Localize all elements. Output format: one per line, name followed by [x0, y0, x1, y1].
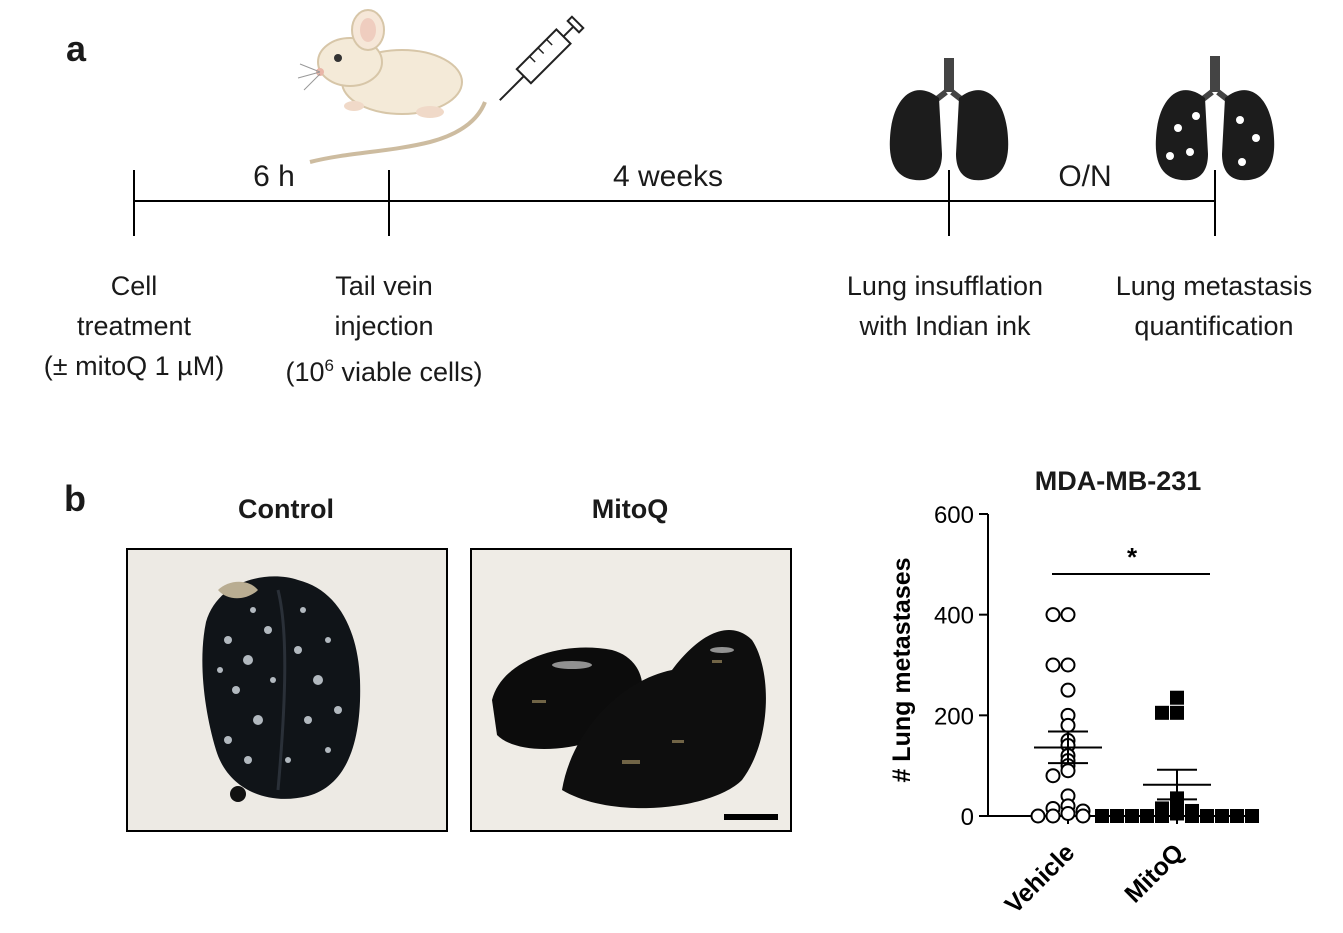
data-point: [1060, 805, 1076, 821]
data-point: [1045, 808, 1061, 824]
significance-bracket: *: [1052, 542, 1210, 575]
mean-sem-bars: [1034, 730, 1211, 801]
panel-a-label: a: [66, 28, 87, 69]
step-lung-insufflation: Lung insufflation with Indian ink: [846, 271, 1044, 341]
data-point: [1110, 809, 1124, 823]
y-axis: 0 200 400 600: [934, 502, 989, 831]
photo-title-mitoq: MitoQ: [591, 494, 669, 524]
mouse-icon: [297, 9, 487, 164]
step-lung-metastasis-quantification: Lung metastasis quantification: [1115, 271, 1313, 341]
data-point: [1045, 657, 1061, 673]
data-point: [1095, 809, 1109, 823]
data-points: [1030, 607, 1259, 824]
x-tick-label: MitoQ: [1119, 838, 1189, 908]
data-point: [1060, 607, 1076, 623]
y-axis-label: # Lung metastases: [888, 557, 916, 782]
significance-star: *: [1127, 542, 1138, 572]
x-tick-label: Vehicle: [1000, 838, 1081, 919]
step-tail-vein-injection: Tail vein injection (106 viable cells): [285, 271, 483, 387]
chart-title: MDA-MB-231: [1034, 466, 1202, 496]
data-point: [1170, 690, 1184, 705]
panel-b-label: b: [64, 478, 86, 519]
data-point: [1125, 809, 1139, 823]
data-point: [1185, 809, 1199, 823]
scatter-chart: # Lung metastases 0 200 400 600 Vehicle Mito…: [888, 502, 1259, 919]
data-point: [1060, 682, 1076, 698]
data-point: [1215, 809, 1229, 823]
timeline-label-6h: 6 h: [253, 160, 295, 193]
timeline-label-overnight: O/N: [1058, 160, 1112, 193]
data-point: [1060, 657, 1076, 673]
timeline-label-4-weeks: 4 weeks: [612, 160, 724, 193]
control-lung-image: [128, 550, 446, 830]
y-tick-label: 400: [934, 603, 974, 630]
y-tick-label: 0: [961, 804, 974, 831]
data-point: [1045, 607, 1061, 623]
y-tick-label: 600: [934, 502, 974, 529]
mitoq-lung-photo: [470, 548, 792, 832]
data-point: [1155, 809, 1169, 823]
x-axis: Vehicle MitoQ: [988, 815, 1246, 919]
data-point: [1200, 809, 1214, 823]
data-point: [1245, 809, 1259, 823]
data-point: [1170, 705, 1184, 720]
data-point: [1230, 809, 1244, 823]
data-point: [1075, 808, 1091, 824]
data-point: [1155, 705, 1169, 720]
data-point: [1060, 717, 1076, 733]
y-tick-label: 200: [934, 703, 974, 730]
data-point: [1030, 808, 1046, 824]
lungs-icon: [889, 58, 1009, 181]
data-point: [1170, 806, 1184, 821]
data-point: [1060, 763, 1076, 779]
data-point: [1140, 809, 1154, 823]
step-cell-treatment: Cell treatment (± mitoQ 1 µM): [43, 271, 225, 381]
control-lung-photo: [126, 548, 448, 832]
syringe-icon: [499, 15, 585, 101]
photo-title-control: Control: [238, 494, 334, 524]
data-point: [1045, 768, 1061, 784]
timeline: [133, 170, 1216, 236]
lungs-with-metastases-icon: [1155, 56, 1275, 181]
mitoq-lung-image: [472, 550, 790, 830]
scale-bar: [724, 814, 778, 820]
